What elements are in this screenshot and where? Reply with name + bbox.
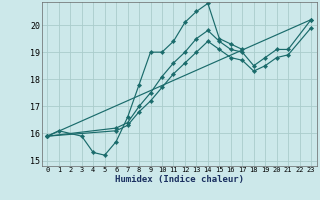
X-axis label: Humidex (Indice chaleur): Humidex (Indice chaleur) bbox=[115, 175, 244, 184]
